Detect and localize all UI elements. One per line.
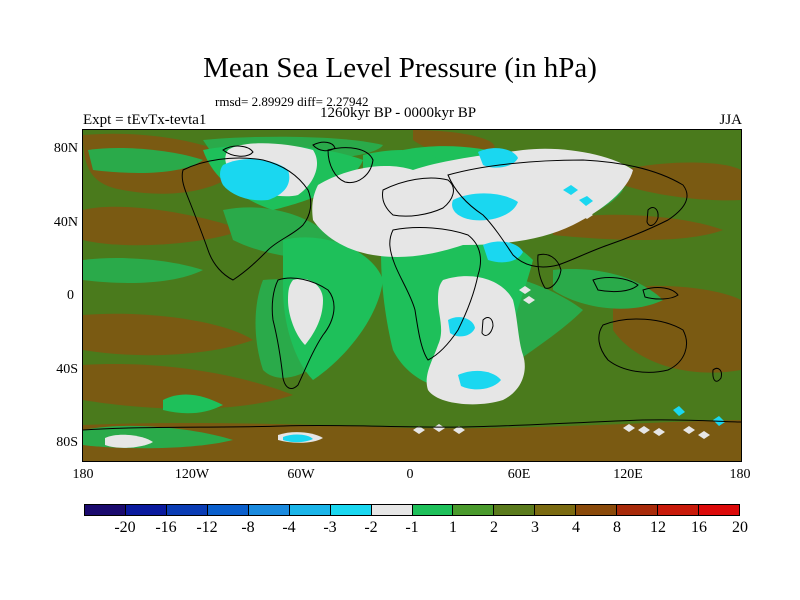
- lon-label-120e: 120E: [613, 467, 643, 482]
- colorbar-label: 12: [650, 519, 666, 536]
- colorbar-label: 20: [732, 519, 748, 536]
- lat-label-40n: 40N: [53, 215, 78, 230]
- colorbar-swatch: [85, 505, 126, 515]
- period-text: 1260kyr BP - 0000kyr BP: [320, 105, 477, 121]
- lon-label-180w: 180: [72, 467, 94, 482]
- pressure-map: [83, 130, 741, 461]
- lat-label-80n: 80N: [53, 141, 78, 156]
- colorbar-swatch: [494, 505, 536, 515]
- colorbar-swatch: [289, 505, 331, 515]
- lat-label-40s: 40S: [56, 362, 78, 377]
- colorbar-swatch: [412, 505, 454, 515]
- lon-label-120w: 120W: [174, 467, 210, 482]
- lat-label-0: 0: [67, 288, 74, 303]
- lon-label-0: 0: [406, 467, 414, 482]
- colorbar-label: 1: [449, 519, 457, 536]
- colorbar-swatch: [248, 505, 290, 515]
- stats-text: rmsd= 2.89929 diff= 2.27942: [215, 94, 369, 109]
- lon-label-60w: 60W: [287, 467, 315, 482]
- colorbar-label: 16: [691, 519, 707, 536]
- white-dots: [413, 206, 710, 439]
- colorbar-label: 3: [531, 519, 539, 536]
- lon-label-180e: 180: [729, 467, 751, 482]
- colorbar-label: -20: [114, 519, 136, 536]
- colorbar-swatch: [576, 505, 618, 515]
- map-panel: [82, 129, 742, 462]
- colorbar-label: -3: [323, 519, 337, 536]
- colorbar-label: 8: [613, 519, 621, 536]
- colorbar-swatch: [453, 505, 495, 515]
- colorbar-swatch: [535, 505, 577, 515]
- colorbar-label: -16: [155, 519, 177, 536]
- colorbar-swatch: [617, 505, 659, 515]
- colorbar-swatch: [125, 505, 167, 515]
- colorbar-swatch: [371, 505, 413, 515]
- colorbar-label: -4: [282, 519, 296, 536]
- lon-label-60e: 60E: [507, 467, 531, 482]
- white-regions: [105, 143, 633, 448]
- colorbar-label: -1: [405, 519, 419, 536]
- colorbar-label: -12: [196, 519, 218, 536]
- colorbar-label: -2: [364, 519, 378, 536]
- colorbar-label: 4: [572, 519, 580, 536]
- colorbar-label: -8: [241, 519, 255, 536]
- colorbar-swatch: [699, 505, 739, 515]
- experiment-label: Expt = tEvTx-tevta1: [83, 112, 207, 128]
- cyan-regions: [220, 148, 725, 443]
- colorbar-swatch: [207, 505, 249, 515]
- coastlines: [83, 141, 741, 431]
- colorbar-label: 2: [490, 519, 498, 536]
- colorbar: [84, 504, 740, 516]
- colorbar-swatch: [330, 505, 372, 515]
- colorbar-swatch: [166, 505, 208, 515]
- plot-title: Mean Sea Level Pressure (in hPa): [203, 52, 597, 84]
- season-label: JJA: [719, 112, 742, 128]
- colorbar-swatch: [658, 505, 700, 515]
- lat-label-80s: 80S: [56, 435, 78, 450]
